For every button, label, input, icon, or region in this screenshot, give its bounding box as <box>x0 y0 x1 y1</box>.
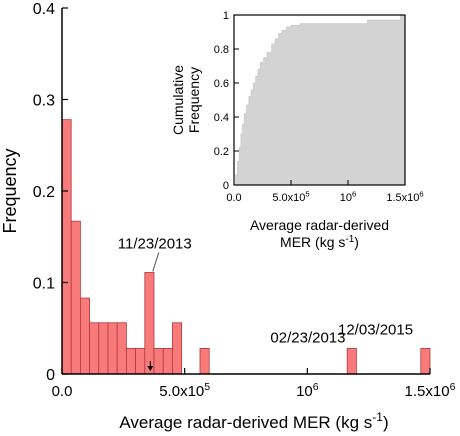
inset-cumulative-chart: 00.20.40.60.810.0 5.0x105 106 1.5x106Cumula… <box>170 10 424 250</box>
histogram-bar <box>107 322 118 375</box>
x-tick-label-exponent: 5 <box>204 381 210 393</box>
histogram-bar <box>420 347 431 375</box>
histogram-bar <box>126 347 137 375</box>
annotation-label: 12/03/2015 <box>338 321 413 338</box>
inset-x-tick-label-mantissa: 0.0 <box>226 192 241 204</box>
x-tick-label-mantissa: 0.0 <box>52 383 73 400</box>
y-tick-label: 0.2 <box>33 184 55 201</box>
x-tick-label: 106 <box>296 381 319 400</box>
histogram-bar <box>199 347 210 375</box>
inset-x-tick-label: 5.0x105 <box>272 190 309 204</box>
inset-x-tick-label-exponent: 5 <box>305 190 309 199</box>
inset-y-label-line: Frequency <box>186 67 202 133</box>
x-tick-label-mantissa: 1.5x10 <box>405 383 450 400</box>
histogram-bar <box>144 272 155 375</box>
inset-y-tick-label: 1 <box>223 10 229 22</box>
y-tick-label: 0.1 <box>33 276 55 293</box>
inset-x-label-text: MER (kg s <box>280 234 345 250</box>
x-axis-label-text: Average radar-derived MER (kg s <box>119 413 372 432</box>
cumulative-area <box>234 14 406 186</box>
inset-y-tick-label: 0.4 <box>214 112 229 124</box>
histogram-bar <box>61 119 72 375</box>
arrow-marker-icon <box>147 366 154 371</box>
inset-x-tick-label-exponent: 6 <box>352 190 356 199</box>
y-tick-label: 0.3 <box>33 93 55 110</box>
main-histogram: 00.10.20.30.40.0 5.0x105 106 1.5x106Frequen… <box>0 1 456 432</box>
x-axis-label-superscript: -1 <box>372 410 383 424</box>
x-axis-label-close: ) <box>383 413 389 432</box>
histogram-bar <box>116 322 127 375</box>
histogram-bar <box>346 347 357 375</box>
x-tick-label: 5.0x105 <box>159 381 210 400</box>
inset-x-tick-label: 0.0 <box>226 192 241 204</box>
histogram-bar <box>171 322 182 375</box>
y-tick-label: 0.4 <box>33 1 55 18</box>
annotation-label: 02/23/2013 <box>270 329 345 346</box>
histogram-bar <box>135 347 146 375</box>
histogram-bar <box>89 322 100 375</box>
x-axis-label: Average radar-derived MER (kg s-1) <box>119 410 388 432</box>
inset-x-tick-label-mantissa: 5.0x10 <box>272 192 305 204</box>
inset-y-tick-label: 0.6 <box>214 78 229 90</box>
inset-y-tick-label: 0 <box>223 180 229 192</box>
inset-y-tick-label: 0.8 <box>214 44 229 56</box>
inset-frame <box>233 14 406 186</box>
inset-x-axis-label-line: Average radar-derived <box>250 217 389 233</box>
y-tick-label: 0 <box>46 367 55 384</box>
x-tick-label-mantissa: 10 <box>296 383 313 400</box>
x-tick-label-exponent: 6 <box>313 381 319 393</box>
histogram-bar <box>80 297 91 375</box>
inset-y-label-line: Cumulative <box>170 65 186 135</box>
inset-x-label-close: ) <box>354 234 359 250</box>
x-tick-label: 0.0 <box>52 383 73 400</box>
y-axis-label: Frequency <box>0 148 20 233</box>
x-tick-label-mantissa: 5.0x10 <box>159 383 204 400</box>
inset-y-tick-label: 0.2 <box>214 146 229 158</box>
inset-x-label-superscript: -1 <box>345 234 354 245</box>
inset-y-axis-label: CumulativeFrequency <box>170 65 202 135</box>
histogram-bar <box>153 347 164 375</box>
x-tick-label: 1.5x106 <box>405 381 456 400</box>
inset-x-tick-label-mantissa: 1.5x10 <box>386 192 419 204</box>
inset-x-tick-label-mantissa: 10 <box>340 192 352 204</box>
x-tick-label-exponent: 6 <box>450 381 456 393</box>
histogram-bar <box>162 347 173 375</box>
annotation-leader-line <box>152 252 160 272</box>
annotation-label: 11/23/2013 <box>118 235 192 252</box>
histogram-bar <box>70 220 81 375</box>
inset-x-tick-label: 1.5x106 <box>386 190 423 204</box>
inset-x-tick-label: 106 <box>340 190 357 204</box>
histogram-bar <box>98 322 109 375</box>
inset-x-axis-label-line: MER (kg s-1) <box>280 234 359 250</box>
inset-x-tick-label-exponent: 6 <box>419 190 423 199</box>
